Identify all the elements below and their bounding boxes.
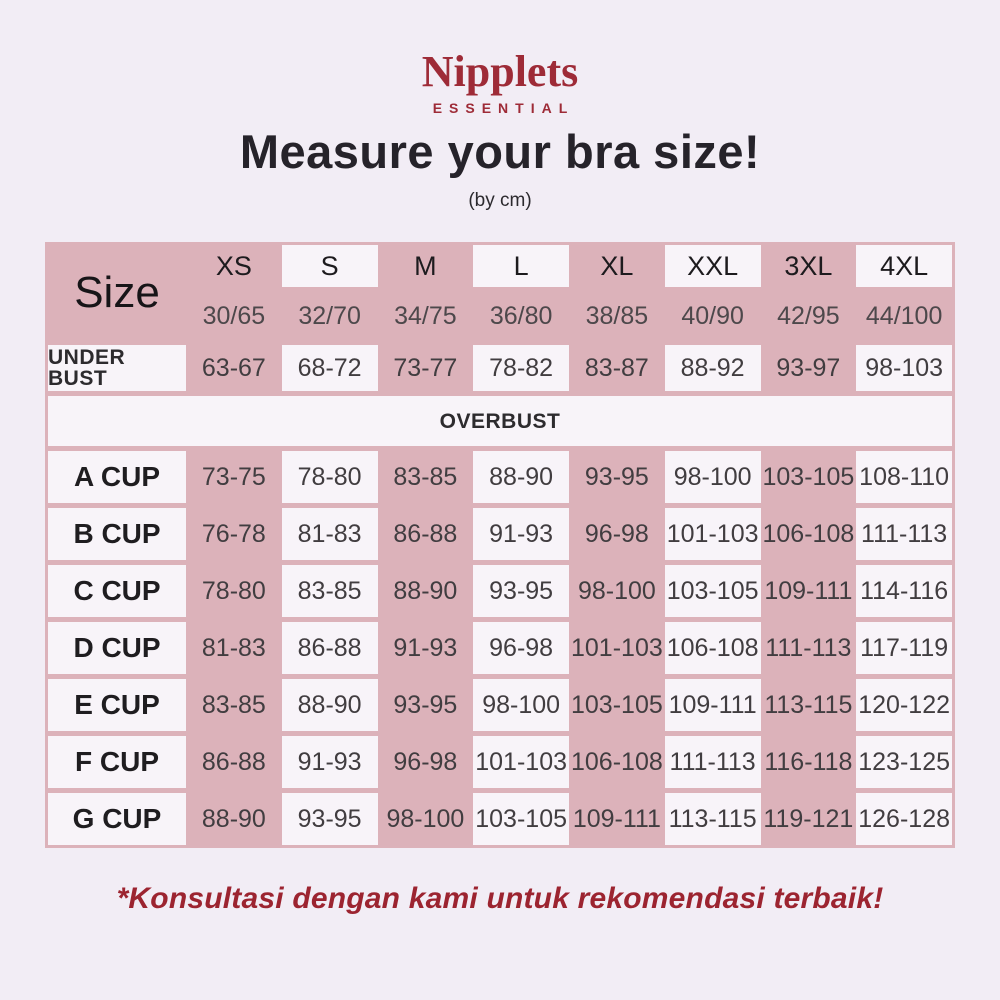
column-header-s: S: [281, 245, 378, 287]
cup-label: D CUP: [48, 622, 186, 674]
cup-value: 106-108: [571, 747, 663, 776]
cup-value: 103-105: [571, 690, 663, 719]
cup-value: 88-90: [473, 451, 569, 503]
column-header-xs: XS: [215, 250, 252, 281]
column-header-m: M: [414, 250, 437, 281]
under-bust-value: 63-67: [201, 353, 266, 382]
bra-size-chart-table: Size XS 30/65 S 32/70 M 34/75 L 36/80 XL 38/85 XXL 4…: [45, 242, 955, 848]
cup-value: 83-85: [281, 565, 378, 617]
cup-label: F CUP: [48, 736, 186, 788]
cup-value: 111-113: [856, 508, 952, 560]
cup-value: 83-85: [201, 690, 266, 719]
cup-value: 114-116: [856, 565, 952, 617]
size-heading: Size: [74, 267, 160, 317]
column-size-xs: 30/65: [202, 301, 266, 330]
cup-value: 109-111: [572, 804, 661, 833]
cup-value: 126-128: [856, 793, 952, 845]
cup-value: 109-111: [664, 679, 761, 731]
cup-value: 91-93: [393, 633, 458, 662]
cup-value: 103-105: [664, 565, 761, 617]
column-header-xxl: XXL: [664, 245, 761, 287]
cup-value: 96-98: [393, 747, 458, 776]
cup-value: 86-88: [393, 519, 458, 548]
cup-value: 101-103: [473, 736, 569, 788]
column-size-4xl: 44/100: [865, 301, 943, 330]
cup-value: 93-95: [281, 793, 378, 845]
under-bust-value: 88-92: [664, 345, 761, 391]
cup-value: 81-83: [281, 508, 378, 560]
brand-subtitle: ESSENTIAL: [432, 100, 575, 116]
cup-label: B CUP: [48, 508, 186, 560]
cup-value: 91-93: [473, 508, 569, 560]
cup-value: 88-90: [393, 576, 458, 605]
cup-label: E CUP: [48, 679, 186, 731]
under-bust-value: 78-82: [473, 345, 569, 391]
cup-value: 76-78: [201, 519, 266, 548]
cup-value: 83-85: [393, 462, 458, 491]
cup-value: 116-118: [764, 747, 853, 776]
cup-value: 120-122: [856, 679, 952, 731]
cup-label: A CUP: [48, 451, 186, 503]
under-bust-label: UNDER BUST: [48, 345, 186, 391]
cup-value: 117-119: [856, 622, 952, 674]
cup-value: 88-90: [281, 679, 378, 731]
page-title: Measure your bra size!: [239, 125, 761, 178]
column-size-l: 36/80: [489, 301, 553, 330]
page-subtitle: (by cm): [468, 190, 532, 211]
cup-label: C CUP: [48, 565, 186, 617]
cup-value: 86-88: [281, 622, 378, 674]
cup-value: 98-100: [577, 576, 656, 605]
cup-label: G CUP: [48, 793, 186, 845]
cup-value: 111-113: [765, 633, 852, 662]
cup-value: 88-90: [201, 804, 266, 833]
under-bust-value: 83-87: [584, 353, 649, 382]
cup-value: 96-98: [584, 519, 649, 548]
cup-value: 93-95: [584, 462, 649, 491]
cup-value: 113-115: [764, 690, 853, 719]
cup-value: 78-80: [201, 576, 266, 605]
column-size-3xl: 42/95: [777, 301, 840, 330]
footer-note: *Konsultasi dengan kami untuk rekomendas…: [116, 882, 884, 915]
cup-value: 78-80: [281, 451, 378, 503]
under-bust-value: 73-77: [393, 353, 458, 382]
column-header-l: L: [473, 245, 569, 287]
cup-value: 93-95: [393, 690, 458, 719]
column-size-m: 34/75: [394, 301, 457, 330]
under-bust-value: 98-103: [856, 345, 952, 391]
cup-value: 86-88: [201, 747, 266, 776]
column-header-3xl: 3XL: [784, 250, 833, 281]
cup-value: 111-113: [664, 736, 761, 788]
cup-value: 98-100: [386, 804, 465, 833]
cup-value: 109-111: [764, 576, 853, 605]
cup-value: 91-93: [281, 736, 378, 788]
cup-value: 101-103: [571, 633, 663, 662]
cup-value: 103-105: [762, 462, 855, 491]
brand-logo: Nipplets ESSENTIAL: [0, 47, 1000, 117]
cup-value: 96-98: [473, 622, 569, 674]
cup-value: 123-125: [856, 736, 952, 788]
cup-value: 98-100: [664, 451, 761, 503]
cup-value: 81-83: [201, 633, 266, 662]
under-bust-value: 68-72: [281, 345, 378, 391]
brand-name: Nipplets: [421, 47, 579, 96]
column-size-s: 32/70: [298, 301, 361, 330]
cup-value: 73-75: [201, 462, 266, 491]
cup-value: 119-121: [763, 804, 854, 833]
overbust-header: OVERBUST: [48, 396, 952, 446]
column-header-xl: XL: [600, 250, 634, 281]
column-size-xl: 38/85: [585, 301, 649, 330]
cup-value: 106-108: [664, 622, 761, 674]
under-bust-value: 93-97: [776, 353, 841, 382]
column-size-xxl: 40/90: [681, 301, 744, 330]
cup-value: 103-105: [473, 793, 569, 845]
cup-value: 101-103: [664, 508, 761, 560]
column-header-4xl: 4XL: [856, 245, 952, 287]
cup-value: 113-115: [664, 793, 761, 845]
cup-value: 106-108: [762, 519, 855, 548]
cup-value: 108-110: [856, 451, 952, 503]
cup-value: 98-100: [473, 679, 569, 731]
cup-value: 93-95: [473, 565, 569, 617]
